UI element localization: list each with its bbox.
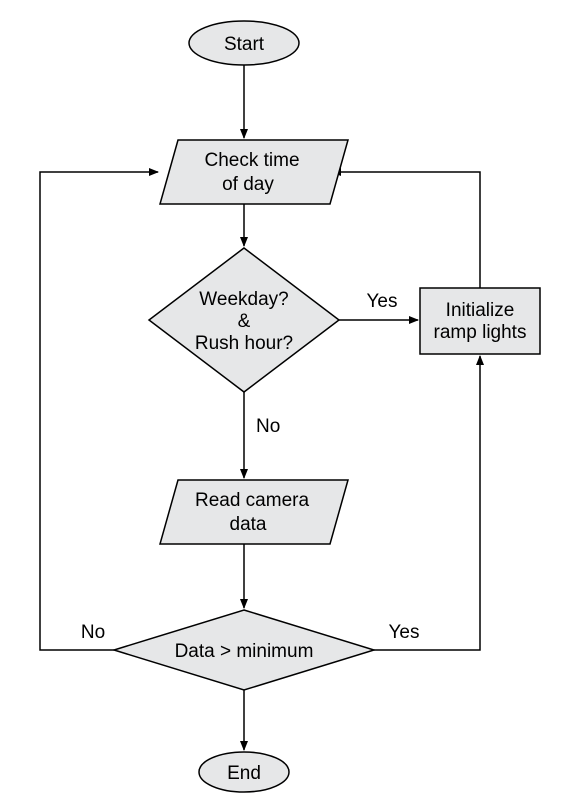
node-init-lights: Initialize ramp lights — [420, 288, 540, 354]
flowchart-nodes: Start Check time of day Weekday? & Rush … — [114, 21, 540, 792]
edge-decision2-yes — [374, 356, 480, 650]
read-line1: Read camera — [195, 490, 309, 511]
edge-init-back — [332, 172, 480, 288]
edge-decision2-no — [40, 172, 158, 650]
label-no2: No — [81, 622, 105, 643]
check-time-line1: Check time — [204, 150, 299, 171]
label-no1: No — [256, 416, 280, 437]
node-decision-weekday: Weekday? & Rush hour? — [149, 248, 339, 392]
init-line2: ramp lights — [434, 322, 527, 343]
decision1-line2: & — [238, 311, 251, 332]
node-read-camera: Read camera data — [160, 480, 348, 544]
label-yes1: Yes — [367, 291, 398, 312]
node-start: Start — [189, 21, 299, 65]
decision1-line3: Rush hour? — [195, 333, 293, 354]
end-label: End — [227, 763, 261, 784]
start-label: Start — [224, 34, 265, 55]
node-end: End — [199, 752, 289, 792]
init-line1: Initialize — [446, 300, 515, 321]
node-check-time: Check time of day — [160, 140, 348, 204]
check-time-line2: of day — [222, 174, 274, 195]
decision1-line1: Weekday? — [199, 289, 288, 310]
label-yes2: Yes — [389, 622, 420, 643]
read-line2: data — [230, 514, 267, 535]
node-decision-data: Data > minimum — [114, 610, 374, 690]
decision2-line1: Data > minimum — [175, 641, 314, 662]
flowchart-canvas: Start Check time of day Weekday? & Rush … — [0, 0, 574, 810]
